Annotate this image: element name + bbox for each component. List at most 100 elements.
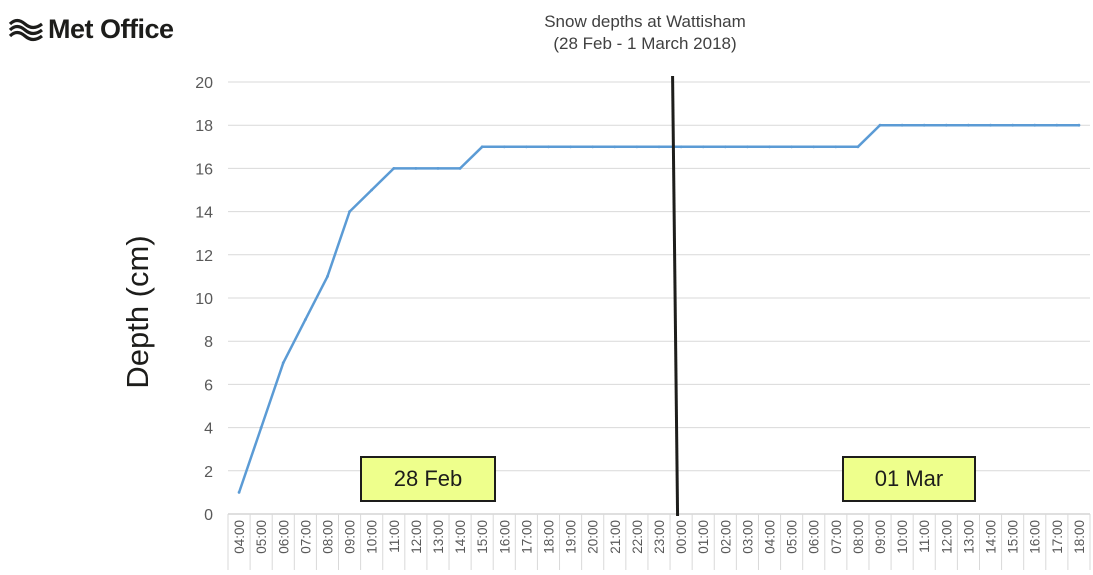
- data-point: [458, 167, 462, 170]
- x-tick-label: 15:00: [475, 520, 490, 554]
- y-tick-label: 6: [204, 377, 213, 394]
- x-tick-label: 18:00: [541, 520, 556, 554]
- data-point: [326, 275, 329, 278]
- x-tick-label: 23:00: [652, 520, 667, 554]
- data-point: [502, 145, 506, 149]
- data-point: [259, 426, 263, 429]
- x-tick-label: 15:00: [1006, 520, 1021, 554]
- data-point: [922, 123, 926, 127]
- data-point: [1055, 123, 1059, 127]
- x-tick-label: 05:00: [254, 520, 269, 554]
- x-tick-label: 11:00: [917, 520, 932, 553]
- x-tick-label: 17:00: [1050, 520, 1065, 554]
- x-tick-label: 10:00: [895, 520, 910, 554]
- x-tick-label: 06:00: [807, 520, 822, 554]
- x-tick-label: 11:00: [387, 520, 402, 553]
- x-tick-label: 05:00: [785, 520, 800, 554]
- y-tick-label: 2: [204, 464, 213, 481]
- data-point: [613, 145, 617, 149]
- x-tick-label: 18:00: [1072, 520, 1087, 554]
- x-tick-label: 07:00: [829, 520, 844, 554]
- y-tick-label: 10: [195, 291, 213, 308]
- met-office-logo: Met Office: [8, 14, 174, 45]
- y-tick-label: 8: [204, 334, 213, 351]
- data-point: [547, 145, 550, 149]
- data-point: [679, 145, 683, 149]
- x-tick-label: 17:00: [519, 520, 534, 554]
- data-point: [878, 123, 882, 127]
- brand-name: Met Office: [48, 14, 174, 44]
- data-point: [856, 145, 860, 149]
- x-tick-label: 06:00: [276, 520, 291, 554]
- data-point: [944, 123, 948, 127]
- x-tick-label: 07:00: [298, 520, 313, 554]
- met-office-wave-icon: [8, 18, 43, 41]
- y-tick-label: 20: [195, 75, 213, 92]
- data-point: [237, 491, 241, 494]
- data-point: [635, 145, 639, 149]
- data-point: [768, 145, 771, 149]
- x-tick-label: 04:00: [232, 520, 247, 554]
- data-point: [790, 145, 794, 149]
- data-point: [348, 210, 351, 214]
- data-point: [989, 123, 992, 127]
- x-tick-label: 10:00: [365, 520, 380, 554]
- y-tick-label: 12: [195, 248, 213, 265]
- y-tick-label: 16: [195, 161, 213, 178]
- series-line: [237, 123, 1079, 493]
- data-point: [900, 123, 904, 127]
- x-tick-label: 22:00: [630, 520, 645, 554]
- x-tick-label: 08:00: [320, 520, 335, 554]
- data-point: [303, 318, 307, 321]
- x-tick-label: 03:00: [740, 520, 755, 554]
- data-point: [524, 145, 528, 149]
- data-point: [480, 145, 484, 149]
- chart-subtitle: (28 Feb - 1 March 2018): [553, 34, 737, 53]
- x-tick-label: 14:00: [984, 520, 999, 554]
- y-tick-label: 4: [204, 421, 213, 438]
- x-tick-label: 00:00: [674, 520, 689, 554]
- y-tick-label: 18: [195, 118, 213, 135]
- data-point: [1077, 123, 1081, 127]
- annotation-01-mar: 01 Mar: [842, 456, 976, 502]
- data-point: [591, 145, 595, 149]
- x-tick-label: 02:00: [718, 520, 733, 554]
- x-tick-label: 13:00: [431, 520, 446, 554]
- data-point: [967, 123, 970, 127]
- data-point: [746, 145, 749, 149]
- y-tick-label: 14: [195, 205, 213, 222]
- x-tick-label: 19:00: [564, 520, 579, 554]
- x-tick-label: 12:00: [409, 520, 424, 554]
- annotation-28-feb-label: 28 Feb: [393, 466, 463, 491]
- x-tick-label: 16:00: [497, 520, 512, 554]
- data-point: [812, 145, 816, 149]
- x-tick-label: 08:00: [851, 520, 866, 554]
- x-tick-label: 01:00: [696, 520, 711, 554]
- data-point: [657, 145, 661, 149]
- data-point: [569, 145, 572, 149]
- x-tick-label: 04:00: [763, 520, 778, 554]
- x-tick-label: 13:00: [961, 520, 976, 554]
- y-tick-label: 0: [204, 507, 213, 524]
- data-point: [392, 167, 396, 170]
- data-point: [834, 145, 838, 149]
- data-point: [1033, 123, 1037, 127]
- data-point: [281, 361, 285, 365]
- data-point: [701, 145, 705, 149]
- data-point: [1011, 123, 1015, 127]
- x-tick-label: 14:00: [453, 520, 468, 554]
- data-point: [436, 167, 440, 170]
- annotation-01-mar-label: 01 Mar: [874, 466, 944, 491]
- x-tick-label: 09:00: [873, 520, 888, 554]
- chart-title: Snow depths at Wattisham: [544, 12, 746, 31]
- x-tick-label: 12:00: [939, 520, 954, 554]
- data-point: [370, 188, 374, 192]
- data-point: [723, 145, 727, 149]
- x-tick-label: 20:00: [586, 520, 601, 554]
- x-tick-label: 09:00: [343, 520, 358, 554]
- x-tick-label: 16:00: [1028, 520, 1043, 554]
- data-point: [414, 167, 418, 170]
- annotation-28-feb: 28 Feb: [360, 456, 496, 502]
- x-tick-label: 21:00: [608, 520, 623, 554]
